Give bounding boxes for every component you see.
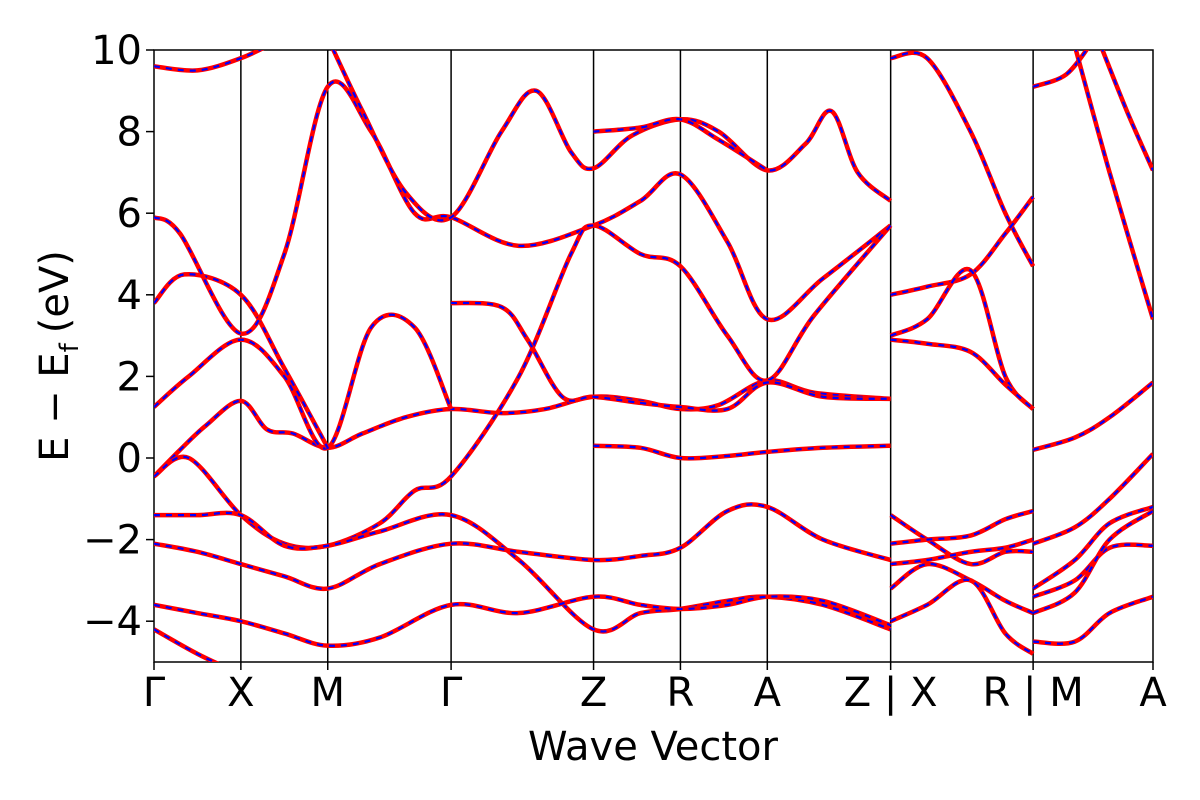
band-x-solid xyxy=(1032,50,1090,89)
x-axis-title: Wave Vector xyxy=(528,724,779,770)
y-ticks: −4 −2 0 2 4 6 8 10 xyxy=(83,28,154,645)
band-aa-dashed xyxy=(1032,505,1153,590)
band-b-dashed xyxy=(154,313,453,450)
band-s-dashed xyxy=(890,514,1034,566)
y-axis-title-subscript: f xyxy=(55,342,85,352)
band-r-dashed xyxy=(890,338,1034,410)
band-h-dashed xyxy=(154,503,891,590)
band-e-solid xyxy=(154,50,265,73)
band-n-dashed xyxy=(451,301,891,412)
band-m-dashed xyxy=(593,444,891,460)
x-tick-label: M xyxy=(310,670,345,716)
x-tick-label: R xyxy=(667,670,695,716)
y-tick-label: 10 xyxy=(91,28,142,74)
y-axis-title: E − Ef (eV) xyxy=(32,250,85,462)
y-axis-title-unit: (eV) xyxy=(32,250,78,333)
kpoint-lines xyxy=(240,50,1034,662)
x-tick-label: A xyxy=(754,670,782,716)
x-tick-label: Z xyxy=(580,670,607,716)
band-ae-solid xyxy=(1073,50,1153,320)
band-t-dashed xyxy=(890,509,1034,545)
y-tick-label: −4 xyxy=(83,599,142,645)
band-y-dashed xyxy=(1032,381,1153,451)
y-axis-title-main: E − E xyxy=(32,352,78,462)
plot-frame xyxy=(153,49,1154,663)
x-ticks: Γ X M Γ Z R A Z | X R | M A xyxy=(143,662,1167,716)
svg-text:E − Ef(eV): E − Ef (eV) xyxy=(32,250,85,462)
x-tick-label: Γ xyxy=(440,670,463,716)
band-a-dashed xyxy=(154,379,891,478)
band-u-dashed xyxy=(890,538,1034,566)
x-tick-label: Γ xyxy=(143,670,166,716)
y-tick-label: 6 xyxy=(117,191,142,237)
band-l-dashed xyxy=(593,117,768,172)
band-z-dashed xyxy=(1032,453,1153,545)
band-j-dashed xyxy=(154,628,217,662)
band-c-dashed xyxy=(154,273,329,449)
y-tick-label: 4 xyxy=(117,273,142,319)
x-tick-label: X xyxy=(227,670,254,716)
band-lines xyxy=(154,50,1153,662)
x-tick-label: R | M xyxy=(983,670,1084,716)
x-tick-label: A xyxy=(1139,670,1167,716)
band-p-dashed xyxy=(890,196,1034,296)
y-tick-label: −2 xyxy=(83,518,142,564)
y-tick-label: 2 xyxy=(117,354,142,400)
y-tick-label: 0 xyxy=(117,436,142,482)
x-tick-label: Z | X xyxy=(844,670,938,716)
band-ac-solid xyxy=(1032,509,1153,616)
band-ad-dashed xyxy=(1033,595,1153,645)
y-tick-label: 8 xyxy=(117,110,142,156)
band-k-dashed xyxy=(332,50,892,222)
band-i-solid xyxy=(154,594,892,649)
band-w-dashed xyxy=(890,578,1034,655)
band-af-dashed xyxy=(1101,50,1153,171)
